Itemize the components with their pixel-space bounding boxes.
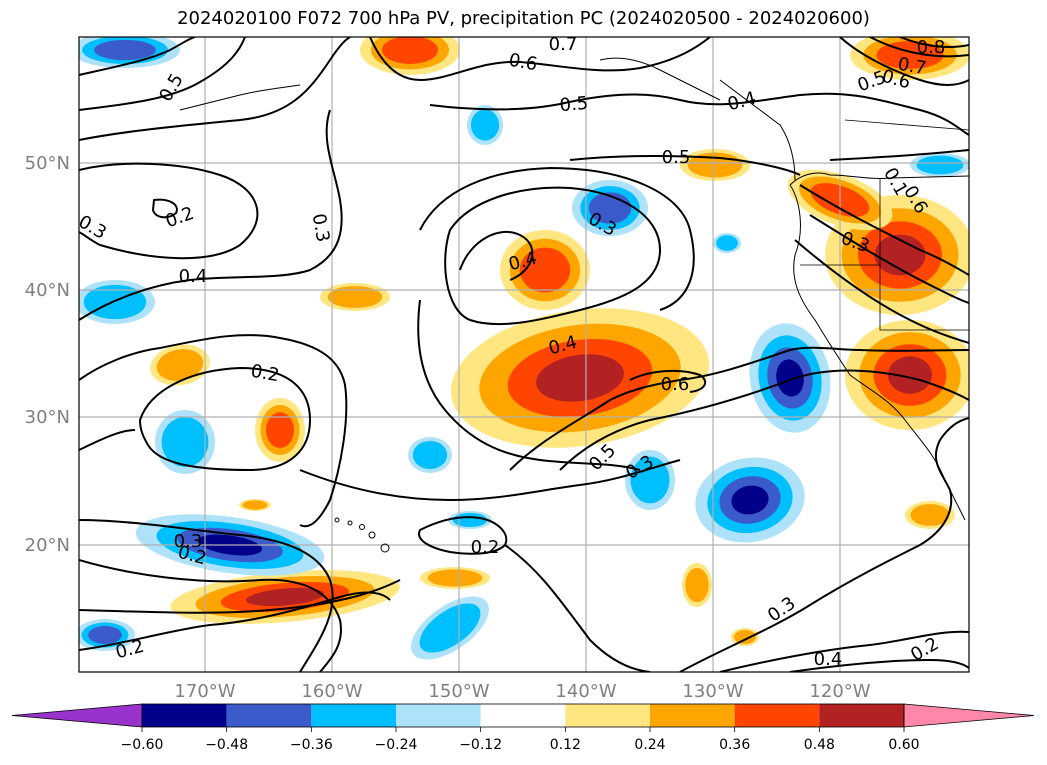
precip-negative-blob xyxy=(88,626,122,644)
colorbar-swatch xyxy=(565,704,650,727)
colorbar-tick-label: 0.60 xyxy=(888,737,919,753)
colorbar-frame xyxy=(141,703,905,728)
precip-negative-blob xyxy=(916,155,964,175)
precip-negative-blob xyxy=(83,284,147,320)
precip-positive-blob xyxy=(887,356,933,394)
precip-negative-blob xyxy=(776,359,804,397)
map-layer: 0.70.60.50.5 0.40.50.80.70.60.50.3 0.20.40… xyxy=(79,34,969,672)
colorbar-tick-label: −0.60 xyxy=(121,737,164,753)
precip-positive-blob xyxy=(266,412,294,448)
contour-label: 0.6 xyxy=(507,50,539,76)
precip-positive-blob xyxy=(734,629,756,645)
precip-positive-blob xyxy=(874,234,926,276)
lon-tick-label: 170°W xyxy=(174,681,235,702)
contour-label: 0.5 xyxy=(559,93,589,116)
gridlines xyxy=(79,37,969,672)
colorbar-swatch xyxy=(819,704,904,727)
precip-negative-blob xyxy=(716,235,738,251)
precip-positive-blob xyxy=(427,569,483,587)
colorbar-swatch xyxy=(142,704,227,727)
contour-labels: 0.70.60.50.5 0.40.50.80.70.60.50.3 0.20.40… xyxy=(79,34,946,670)
figure-title: 2024020100 F072 700 hPa PV, precipitatio… xyxy=(177,8,870,29)
colorbar-tick-label: −0.36 xyxy=(290,737,333,753)
contour-label: 0.3 xyxy=(174,531,203,552)
colorbar: −0.60 −0.48 −0.36 −0.24 −0.12 0.12 0.24 0.36 0.4… xyxy=(11,703,1035,753)
longitude-labels: 170°W 160°W 150°W 140°W 130°W 120°W xyxy=(174,681,870,702)
precip-negative-blob xyxy=(470,109,500,141)
precip-positive-blob xyxy=(327,286,383,308)
precip-negative-blob xyxy=(452,512,488,528)
colorbar-swatch xyxy=(480,704,566,727)
colorbar-extend-max xyxy=(903,703,1035,728)
colorbar-tick-label: −0.12 xyxy=(459,737,502,753)
hawaiian-islands xyxy=(334,517,390,553)
colorbar-swatch xyxy=(311,704,396,727)
contour-label: 0.3 xyxy=(308,212,334,244)
contour-label: 0.6 xyxy=(661,374,690,395)
contour-label: 0.2 xyxy=(249,361,281,387)
precip-negative-blob xyxy=(731,485,769,515)
precip-positive-blob xyxy=(246,587,324,607)
lon-tick-label: 160°W xyxy=(301,681,362,702)
contour-label: 0.7 xyxy=(896,54,928,80)
colorbar-swatch xyxy=(226,704,312,727)
map-frame xyxy=(78,36,970,673)
precip-negative-blob xyxy=(161,417,209,467)
lat-tick-label: 30°N xyxy=(25,407,70,428)
precip-negative-blob xyxy=(94,39,156,61)
colorbar-tick-label: 0.24 xyxy=(634,737,665,753)
lat-tick-label: 50°N xyxy=(25,153,70,174)
colorbar-swatch xyxy=(650,704,735,727)
lon-tick-label: 130°W xyxy=(682,681,743,702)
latitude-labels: 50°N 40°N 30°N 20°N xyxy=(25,153,70,556)
precip-negative-blob xyxy=(419,603,481,653)
contour-label: 0.4 xyxy=(179,266,208,287)
contour-label: 0.8 xyxy=(917,37,946,58)
precip-positive-blob xyxy=(382,37,438,64)
lon-tick-label: 120°W xyxy=(809,681,870,702)
pv-contours xyxy=(79,37,969,672)
colorbar-swatch xyxy=(734,704,820,727)
contour-label: 0.5 xyxy=(662,147,691,168)
precip-positive-blob xyxy=(685,567,709,603)
precip-positive-blob xyxy=(536,354,624,402)
colorbar-swatch xyxy=(396,704,481,727)
lat-tick-label: 20°N xyxy=(25,535,70,556)
lat-tick-label: 40°N xyxy=(25,280,70,301)
colorbar-tick-label: 0.36 xyxy=(719,737,750,753)
colorbar-extend-min xyxy=(11,703,143,728)
contour-label: 0.2 xyxy=(471,537,500,558)
lon-tick-label: 140°W xyxy=(555,681,616,702)
precip-negative-blob xyxy=(412,440,448,470)
contour-label: 0.4 xyxy=(814,649,843,670)
precip-positive-blob xyxy=(156,349,204,381)
precip-negative-blob xyxy=(630,456,670,504)
colorbar-tick-label: −0.24 xyxy=(375,737,418,753)
contour-label: 0.7 xyxy=(549,34,578,55)
precip-positive-blob xyxy=(910,504,950,526)
precip-positive-blob xyxy=(242,500,268,510)
colorbar-tick-label: 0.48 xyxy=(804,737,835,753)
lon-tick-label: 150°W xyxy=(428,681,489,702)
colorbar-tick-label: 0.12 xyxy=(550,737,581,753)
colorbar-tick-label: −0.48 xyxy=(205,737,248,753)
